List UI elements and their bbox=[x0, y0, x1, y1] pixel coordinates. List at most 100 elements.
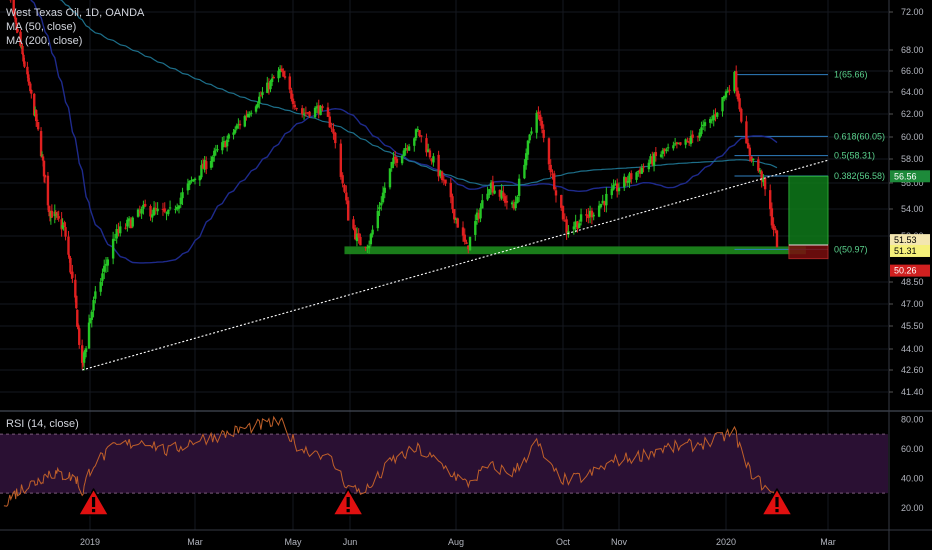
candle bbox=[315, 102, 319, 114]
candle bbox=[328, 111, 331, 128]
candle-body bbox=[710, 119, 714, 121]
candle bbox=[414, 128, 418, 141]
candle bbox=[334, 131, 337, 149]
candle bbox=[689, 130, 693, 147]
candle bbox=[769, 184, 772, 217]
candle bbox=[505, 195, 509, 210]
candle bbox=[565, 216, 568, 240]
candle-body bbox=[92, 300, 95, 311]
trendline-layer[interactable] bbox=[82, 159, 829, 371]
candle-body bbox=[16, 29, 19, 32]
candle-body bbox=[126, 219, 129, 227]
price-tag-bg bbox=[890, 244, 930, 257]
candle-body bbox=[174, 208, 177, 210]
candle-body bbox=[440, 171, 444, 181]
candle bbox=[698, 128, 701, 142]
candle bbox=[345, 185, 348, 205]
y-tick-label: 64.00 bbox=[901, 87, 924, 97]
candle bbox=[319, 104, 322, 116]
price-tag-label: 50.26 bbox=[894, 266, 917, 276]
candle bbox=[468, 236, 472, 251]
candle bbox=[714, 108, 717, 122]
ma50-legend[interactable]: MA (50, close) bbox=[6, 21, 77, 33]
candle-body bbox=[635, 172, 638, 180]
candle bbox=[14, 16, 17, 24]
candle bbox=[282, 68, 285, 77]
candle-body bbox=[15, 22, 18, 31]
candle bbox=[291, 93, 295, 110]
candle-body bbox=[246, 113, 250, 118]
candle bbox=[392, 152, 395, 169]
candle bbox=[512, 199, 516, 211]
candle-body bbox=[395, 158, 399, 163]
candle bbox=[60, 212, 63, 237]
candle bbox=[420, 135, 423, 143]
warning-bar bbox=[775, 497, 779, 507]
candle-body bbox=[491, 181, 495, 193]
candle-body bbox=[200, 165, 203, 178]
candle bbox=[366, 244, 369, 253]
candle-body bbox=[526, 140, 530, 155]
candle-body bbox=[288, 76, 291, 90]
candle bbox=[547, 137, 551, 170]
candle bbox=[638, 166, 642, 178]
candle bbox=[34, 109, 38, 127]
candle bbox=[92, 296, 95, 318]
candle-body bbox=[346, 200, 350, 221]
candle bbox=[578, 219, 581, 229]
candle-body bbox=[209, 160, 213, 168]
candle-body bbox=[477, 213, 481, 219]
candle bbox=[752, 158, 755, 166]
candle-body bbox=[364, 246, 367, 248]
candle bbox=[601, 194, 604, 205]
candle-body bbox=[649, 156, 652, 163]
candle-body bbox=[143, 203, 147, 207]
candle-body bbox=[369, 234, 373, 245]
candle bbox=[214, 144, 218, 156]
candle-body bbox=[551, 173, 554, 175]
candle bbox=[317, 99, 320, 119]
candle-body bbox=[54, 211, 57, 215]
candle bbox=[136, 208, 140, 218]
candle-body bbox=[597, 205, 601, 217]
candle-body bbox=[723, 95, 726, 99]
candle bbox=[474, 214, 477, 241]
candle bbox=[651, 151, 654, 167]
candle-body bbox=[138, 211, 142, 213]
candle-body bbox=[203, 159, 206, 170]
candle bbox=[666, 143, 670, 152]
candle bbox=[213, 147, 216, 162]
candle-body bbox=[673, 143, 677, 145]
long-position-tool[interactable] bbox=[788, 175, 829, 260]
candle-body bbox=[630, 173, 633, 180]
fib-label: 0.5(58.31) bbox=[834, 151, 875, 161]
candle-body bbox=[142, 204, 145, 209]
candle bbox=[654, 147, 658, 162]
candle bbox=[395, 156, 399, 168]
candle bbox=[269, 79, 272, 93]
candle bbox=[576, 220, 579, 233]
candle-body bbox=[601, 200, 604, 204]
candle-body bbox=[43, 174, 47, 178]
candle bbox=[687, 138, 691, 146]
candle-body bbox=[57, 216, 60, 219]
candle bbox=[142, 200, 145, 215]
ma200-legend[interactable]: MA (200, close) bbox=[6, 35, 83, 47]
candle bbox=[675, 141, 679, 149]
candle-body bbox=[686, 140, 689, 142]
candle-body bbox=[414, 129, 418, 139]
candle-body bbox=[661, 150, 665, 154]
candle-body bbox=[623, 176, 626, 188]
candle bbox=[16, 28, 19, 34]
candle-body bbox=[512, 203, 516, 209]
candle-body bbox=[258, 96, 261, 104]
candle bbox=[763, 177, 767, 196]
symbol-title[interactable]: West Texas Oil, 1D, OANDA bbox=[6, 7, 145, 19]
candle-body bbox=[161, 208, 165, 211]
candle bbox=[661, 147, 665, 159]
candle-body bbox=[736, 90, 740, 100]
candle bbox=[143, 199, 147, 208]
rsi-legend[interactable]: RSI (14, close) bbox=[6, 418, 79, 430]
candle bbox=[672, 141, 675, 151]
